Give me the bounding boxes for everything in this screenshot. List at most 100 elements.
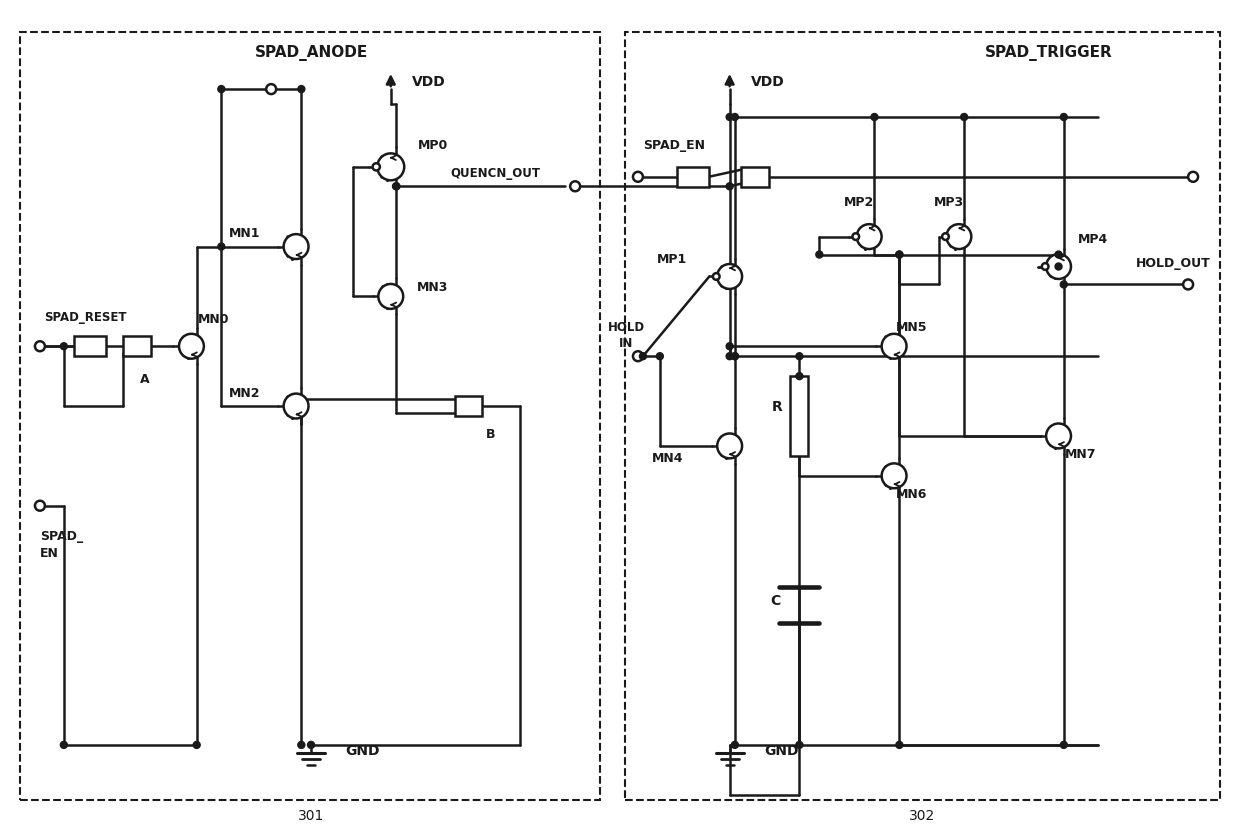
Circle shape xyxy=(732,742,738,748)
Bar xyxy=(790,377,808,456)
Circle shape xyxy=(882,334,906,359)
Text: QUENCN_OUT: QUENCN_OUT xyxy=(450,166,541,180)
Text: MN2: MN2 xyxy=(228,386,260,399)
Text: IN: IN xyxy=(619,336,634,349)
Text: VDD: VDD xyxy=(750,75,785,89)
Circle shape xyxy=(1042,264,1049,271)
Circle shape xyxy=(816,252,823,258)
Bar xyxy=(740,168,769,187)
Circle shape xyxy=(284,394,309,419)
Circle shape xyxy=(796,373,802,380)
Text: MN3: MN3 xyxy=(417,281,449,293)
Circle shape xyxy=(796,354,802,360)
Circle shape xyxy=(727,115,733,121)
Text: R: R xyxy=(773,400,782,414)
Text: MN6: MN6 xyxy=(897,487,928,501)
Text: B: B xyxy=(486,428,495,441)
Circle shape xyxy=(1055,263,1061,271)
Circle shape xyxy=(732,354,738,360)
Circle shape xyxy=(942,234,949,241)
Circle shape xyxy=(727,344,733,350)
Text: SPAD_EN: SPAD_EN xyxy=(642,140,704,152)
Circle shape xyxy=(870,115,878,121)
Text: AND: AND xyxy=(746,173,763,182)
Text: A: A xyxy=(140,372,149,385)
Circle shape xyxy=(632,172,642,182)
Circle shape xyxy=(267,85,277,95)
Circle shape xyxy=(895,252,903,258)
Text: DELAY: DELAY xyxy=(681,173,704,182)
Circle shape xyxy=(640,354,646,360)
Circle shape xyxy=(373,164,379,171)
Text: GND: GND xyxy=(346,743,381,757)
Circle shape xyxy=(35,342,45,352)
Circle shape xyxy=(717,265,742,289)
Circle shape xyxy=(377,154,404,181)
Bar xyxy=(677,168,709,187)
Circle shape xyxy=(378,284,403,309)
Text: DELAY: DELAY xyxy=(78,342,102,351)
Circle shape xyxy=(1060,115,1068,121)
Circle shape xyxy=(1060,282,1068,288)
Circle shape xyxy=(393,184,401,191)
Text: MP4: MP4 xyxy=(1079,232,1109,246)
Text: MN0: MN0 xyxy=(197,313,229,325)
Text: VDD: VDD xyxy=(412,75,445,89)
Text: 301: 301 xyxy=(298,808,324,822)
Circle shape xyxy=(570,182,580,192)
Text: MP0: MP0 xyxy=(418,140,448,152)
Circle shape xyxy=(717,434,742,459)
Circle shape xyxy=(895,742,903,748)
Circle shape xyxy=(895,252,903,258)
Text: 302: 302 xyxy=(909,808,935,822)
Text: SPAD_: SPAD_ xyxy=(40,529,83,543)
Text: AND: AND xyxy=(128,342,145,351)
Bar xyxy=(455,396,482,416)
Circle shape xyxy=(727,354,733,360)
Circle shape xyxy=(61,742,67,748)
Circle shape xyxy=(298,86,305,94)
Circle shape xyxy=(393,184,399,191)
Circle shape xyxy=(732,354,738,360)
Circle shape xyxy=(1047,255,1071,279)
Text: GND: GND xyxy=(764,743,799,757)
Circle shape xyxy=(1055,252,1061,258)
Circle shape xyxy=(308,742,315,748)
Text: MN4: MN4 xyxy=(652,451,683,465)
Circle shape xyxy=(857,225,882,250)
Text: C: C xyxy=(770,594,781,608)
Text: AND: AND xyxy=(460,402,477,411)
Circle shape xyxy=(961,115,967,121)
Bar xyxy=(625,33,1220,800)
Text: MN5: MN5 xyxy=(897,320,928,334)
Circle shape xyxy=(1183,280,1193,290)
Text: SPAD_TRIGGER: SPAD_TRIGGER xyxy=(985,45,1112,61)
Circle shape xyxy=(1060,742,1068,748)
Circle shape xyxy=(1047,424,1071,449)
Circle shape xyxy=(732,115,738,121)
Text: MP2: MP2 xyxy=(844,196,874,209)
Circle shape xyxy=(727,184,733,191)
Circle shape xyxy=(852,234,859,241)
Circle shape xyxy=(218,244,224,251)
Circle shape xyxy=(298,742,305,748)
Circle shape xyxy=(796,742,802,748)
Circle shape xyxy=(946,225,971,250)
Text: MN7: MN7 xyxy=(1065,448,1096,461)
Circle shape xyxy=(218,86,224,94)
Bar xyxy=(20,33,600,800)
Circle shape xyxy=(882,464,906,489)
Text: EN: EN xyxy=(40,547,58,559)
Bar xyxy=(74,337,105,357)
Circle shape xyxy=(61,344,67,350)
Circle shape xyxy=(284,235,309,260)
Text: SPAD_ANODE: SPAD_ANODE xyxy=(254,45,367,61)
Circle shape xyxy=(193,742,200,748)
Circle shape xyxy=(179,334,203,359)
Circle shape xyxy=(1188,172,1198,182)
Text: HOLD: HOLD xyxy=(608,320,645,334)
Circle shape xyxy=(713,274,719,281)
Circle shape xyxy=(632,352,642,362)
Text: SPAD_RESET: SPAD_RESET xyxy=(43,310,126,324)
Bar xyxy=(123,337,150,357)
